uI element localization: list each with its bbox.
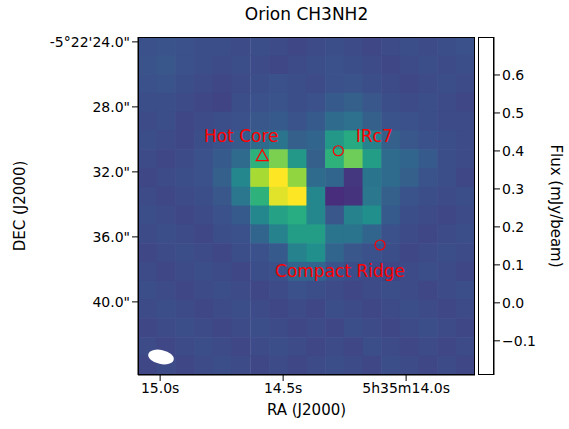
svg-text:Compact Ridge: Compact Ridge: [275, 261, 405, 281]
svg-text:-5°22'24.0": -5°22'24.0": [50, 34, 130, 50]
svg-text:−0.1: −0.1: [502, 333, 536, 349]
svg-text:40.0": 40.0": [92, 294, 130, 310]
svg-text:28.0": 28.0": [92, 99, 130, 115]
svg-text:5h35m14.0s: 5h35m14.0s: [362, 380, 450, 396]
svg-text:0.3: 0.3: [502, 181, 524, 197]
svg-text:0.5: 0.5: [502, 105, 524, 121]
svg-text:36.0": 36.0": [92, 229, 130, 245]
html-text:RA (J2000): RA (J2000): [266, 401, 347, 419]
html-text:Orion CH3NH2: Orion CH3NH2: [244, 4, 369, 24]
svg-text:0.4: 0.4: [502, 143, 524, 159]
svg-text:15.0s: 15.0s: [141, 380, 179, 396]
svg-text:Hot Core: Hot Core: [204, 126, 279, 146]
svg-text:14.5s: 14.5s: [264, 380, 302, 396]
svg-text:32.0": 32.0": [92, 164, 130, 180]
svg-text:0.1: 0.1: [502, 257, 524, 273]
svg-text:IRc7: IRc7: [356, 126, 393, 146]
svg-text:0.2: 0.2: [502, 219, 524, 235]
html-text:Flux (mJy/beam): Flux (mJy/beam): [547, 144, 565, 268]
svg-text:0.6: 0.6: [502, 67, 524, 83]
html-text:DEC (J2000): DEC (J2000): [11, 160, 29, 252]
svg-text:0.0: 0.0: [502, 295, 524, 311]
